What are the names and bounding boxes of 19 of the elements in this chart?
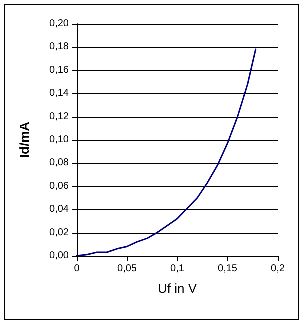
x-axis-title: Uf in V bbox=[158, 281, 198, 296]
x-tick-label: 0 bbox=[74, 264, 80, 274]
y-tick-label: 0,18 bbox=[50, 42, 70, 53]
y-tick-label: 0,04 bbox=[50, 204, 70, 216]
line-series bbox=[76, 48, 257, 257]
x-tick-label: 0,1 bbox=[170, 264, 185, 274]
y-axis-title: Id/mA bbox=[17, 121, 32, 158]
x-tick-label: 0,15 bbox=[218, 264, 238, 274]
x-tick-label: 0,2 bbox=[271, 264, 286, 274]
y-tick-label: 0,14 bbox=[50, 88, 70, 100]
y-tick-label: 0,10 bbox=[50, 134, 70, 146]
y-tick-label: 0,02 bbox=[50, 227, 70, 238]
y-tick-label: 0,08 bbox=[50, 158, 70, 169]
y-tick-label: 0,16 bbox=[50, 64, 70, 76]
y-tick-label: 0,12 bbox=[50, 111, 70, 122]
y-tick-label: 0,00 bbox=[50, 250, 70, 262]
x-tick-label: 0,05 bbox=[118, 264, 138, 274]
y-tick-label: 0,20 bbox=[50, 18, 70, 30]
y-tick-label: 0,06 bbox=[50, 180, 70, 192]
